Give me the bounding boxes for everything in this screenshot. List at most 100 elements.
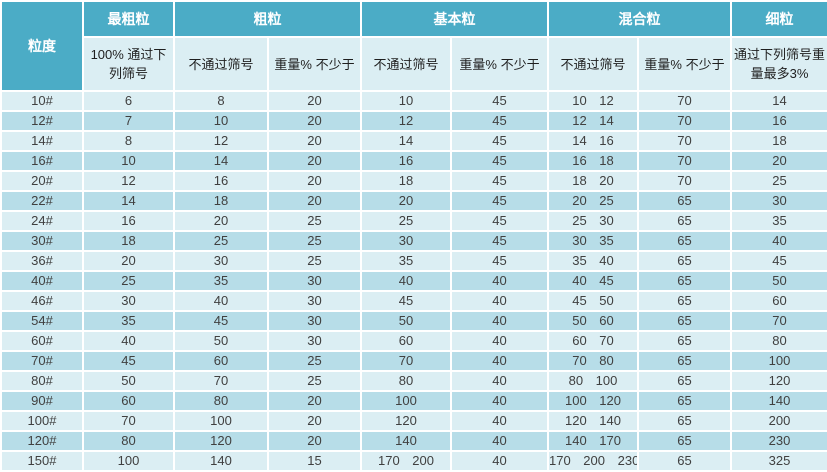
cell: 60 70 [547,330,639,352]
cell: 35 [82,310,175,332]
cell: 12 14 [547,110,639,132]
cell: 30 [267,310,362,332]
cell: 25 [267,250,362,272]
cell: 65 [637,430,732,452]
sub-header-fine-pass-max: 通过下列筛号重量最多3% [730,36,827,92]
cell: 45 [450,170,549,192]
table-row: 12# 7 10 20 12 45 12 14 70 16 [0,110,827,132]
table-row: 46# 30 40 30 45 40 45 50 65 60 [0,290,827,312]
cell: 50 [173,330,269,352]
cell: 12 [173,130,269,152]
cell: 45 [450,190,549,212]
table-row: 150# 100 140 15 170 200 40 170 200 230 65 325 [0,450,827,472]
cell: 45 [450,130,549,152]
row-header-grit: 16# [0,150,84,172]
cell: 20 [267,190,362,212]
cell: 45 [450,210,549,232]
cell: 40 [450,350,549,372]
cell: 40 45 [547,270,639,292]
cell: 7 [82,110,175,132]
group-header-coarse: 粗粒 [173,0,362,38]
cell: 65 [637,390,732,412]
cell: 40 [450,430,549,452]
cell: 20 [267,110,362,132]
sub-header-basic-weight: 重量% 不少于 [450,36,549,92]
cell: 40 [450,410,549,432]
cell: 65 [637,410,732,432]
cell: 14 [82,190,175,212]
cell: 120 [173,430,269,452]
cell: 20 [267,150,362,172]
cell: 70 [637,130,732,152]
cell: 140 170 [547,430,639,452]
cell: 10 12 [547,90,639,112]
cell: 25 [173,230,269,252]
cell: 50 [360,310,452,332]
sub-header-row: 100% 通过下列筛号 不通过筛号 重量% 不少于 不通过筛号 重量% 不少于 … [1,36,827,92]
cell: 16 [730,110,827,132]
cell: 170 200 230 [547,450,639,472]
cell: 80 100 [547,370,639,392]
cell: 65 [637,250,732,272]
cell: 65 [637,210,732,232]
cell: 65 [637,190,732,212]
row-header-grit: 54# [0,310,84,332]
cell: 25 [82,270,175,292]
cell: 120 [360,410,452,432]
cell: 20 [360,190,452,212]
cell: 20 [267,90,362,112]
table-row: 30# 18 25 25 30 45 30 35 65 40 [0,230,827,252]
cell: 35 40 [547,250,639,272]
cell: 80 [82,430,175,452]
table-row: 24# 16 20 25 25 45 25 30 65 35 [0,210,827,232]
cell: 40 [450,450,549,472]
cell: 40 [450,310,549,332]
cell: 40 [450,270,549,292]
cell: 40 [450,330,549,352]
row-header-grit: 46# [0,290,84,312]
cell: 100 [173,410,269,432]
cell: 45 [450,110,549,132]
cell: 14 [730,90,827,112]
cell: 10 [360,90,452,112]
cell: 140 [173,450,269,472]
table-row: 60# 40 50 30 60 40 60 70 65 80 [0,330,827,352]
cell: 70 [637,90,732,112]
sub-header-mixed-retained: 不通过筛号 [547,36,639,92]
row-header-grit: 22# [0,190,84,212]
cell: 8 [82,130,175,152]
cell: 35 [360,250,452,272]
cell: 18 [173,190,269,212]
cell: 30 [173,250,269,272]
cell: 80 [360,370,452,392]
row-header-grit: 14# [0,130,84,152]
cell: 70 [637,170,732,192]
cell: 20 [267,130,362,152]
cell: 40 [450,370,549,392]
cell: 14 16 [547,130,639,152]
cell: 140 [360,430,452,452]
cell: 80 [173,390,269,412]
cell: 18 [82,230,175,252]
cell: 40 [82,330,175,352]
cell: 325 [730,450,827,472]
cell: 70 [637,110,732,132]
table-row: 16# 10 14 20 16 45 16 18 70 20 [0,150,827,172]
group-header-fine: 细粒 [730,0,827,38]
cell: 20 25 [547,190,639,212]
cell: 50 60 [547,310,639,332]
cell: 120 140 [547,410,639,432]
cell: 65 [637,330,732,352]
corner-header-granularity: 粒度 [0,0,84,92]
table-row: 54# 35 45 30 50 40 50 60 65 70 [0,310,827,332]
cell: 40 [173,290,269,312]
cell: 40 [450,290,549,312]
cell: 25 [360,210,452,232]
cell: 100 [82,450,175,472]
cell: 25 [730,170,827,192]
cell: 200 [730,410,827,432]
cell: 16 [82,210,175,232]
cell: 25 [267,350,362,372]
cell: 50 [82,370,175,392]
row-header-grit: 80# [0,370,84,392]
